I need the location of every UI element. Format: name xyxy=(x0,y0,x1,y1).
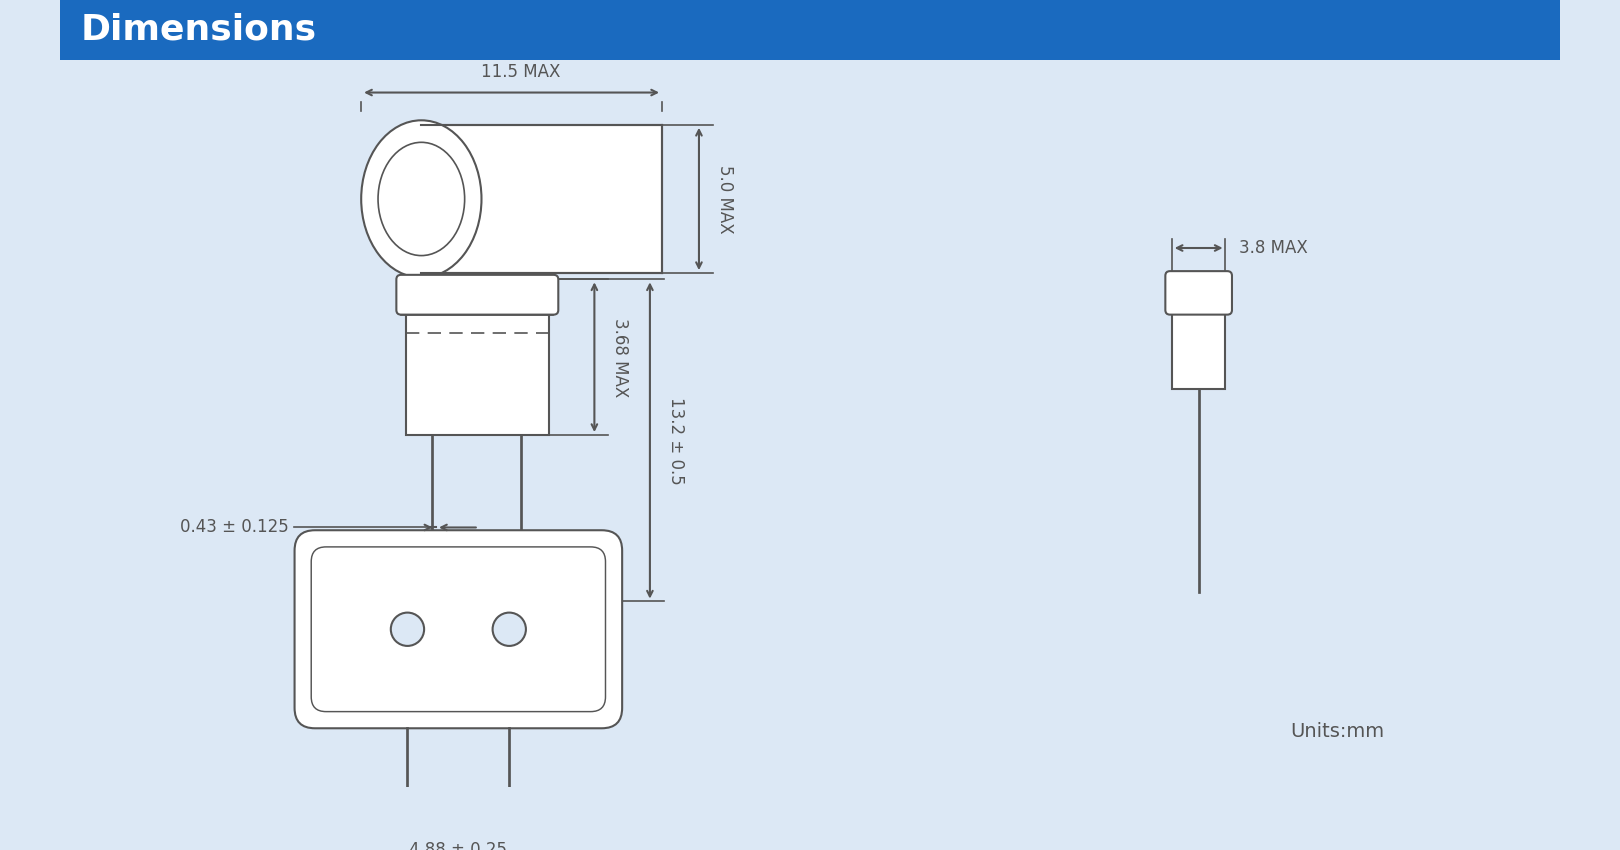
Ellipse shape xyxy=(361,121,481,278)
Text: 3.8 MAX: 3.8 MAX xyxy=(1239,239,1307,257)
Bar xyxy=(60,0,1560,60)
Text: Dimensions: Dimensions xyxy=(81,13,318,47)
Text: 4.88 ± 0.25: 4.88 ± 0.25 xyxy=(410,842,507,850)
FancyBboxPatch shape xyxy=(1165,271,1231,314)
FancyBboxPatch shape xyxy=(311,547,606,711)
Text: Units:mm: Units:mm xyxy=(1291,722,1385,740)
Circle shape xyxy=(390,613,424,646)
Text: 0.43 ± 0.125: 0.43 ± 0.125 xyxy=(180,518,288,536)
Ellipse shape xyxy=(377,142,465,256)
Bar xyxy=(421,125,663,273)
Text: 11.5 MAX: 11.5 MAX xyxy=(481,64,561,82)
Circle shape xyxy=(492,613,526,646)
Text: 5.0 MAX: 5.0 MAX xyxy=(716,165,734,233)
Bar xyxy=(1171,305,1225,388)
FancyBboxPatch shape xyxy=(295,530,622,728)
Text: 3.68 MAX: 3.68 MAX xyxy=(611,318,629,397)
Bar xyxy=(405,305,549,435)
Text: 13.2 ± 0.5: 13.2 ± 0.5 xyxy=(666,397,685,484)
FancyBboxPatch shape xyxy=(397,275,559,314)
